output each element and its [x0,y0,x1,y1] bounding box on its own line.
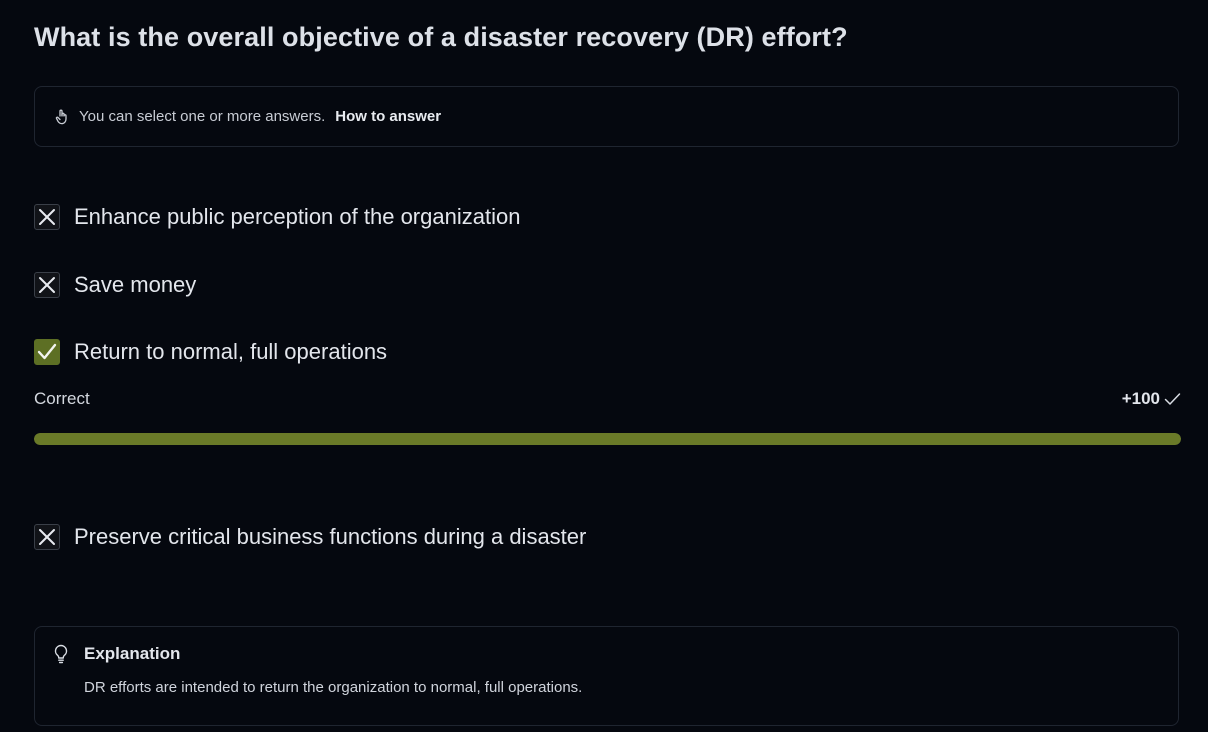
answer-option-4[interactable]: Preserve critical business functions dur… [34,524,586,550]
explanation-panel: Explanation DR efforts are intended to r… [34,626,1179,726]
how-to-answer-link[interactable]: How to answer [335,108,442,125]
answer-option-3[interactable]: Return to normal, full operations [34,339,387,365]
explanation-header: Explanation [53,644,180,664]
hint-box: You can select one or more answers. How … [34,86,1179,147]
score-value: +100 [1121,389,1160,408]
answer-option-label: Save money [74,272,197,297]
explanation-title: Explanation [84,644,181,663]
lightbulb-icon [53,644,71,664]
hint-text: You can select one or more answers. [79,108,326,125]
answer-option-1[interactable]: Enhance public perception of the organiz… [34,204,520,230]
small-checkmark-icon [1164,392,1181,406]
question-title: What is the overall objective of a disas… [34,22,848,52]
answer-option-label: Preserve critical business functions dur… [74,524,587,549]
hand-pointer-icon [55,109,69,125]
x-mark-icon[interactable] [34,204,60,230]
answer-result: Correct +100 [34,389,1181,409]
x-mark-icon[interactable] [34,272,60,298]
checkmark-icon[interactable] [34,339,60,365]
score-display: +100 [1122,389,1181,409]
explanation-text: DR efforts are intended to return the or… [84,679,583,696]
result-label: Correct [34,389,90,408]
result-progress-bar [34,433,1181,445]
x-mark-icon[interactable] [34,524,60,550]
answer-option-label: Enhance public perception of the organiz… [74,204,521,229]
answer-option-2[interactable]: Save money [34,272,196,298]
answer-option-label: Return to normal, full operations [74,339,388,364]
result-progress-fill [34,433,1181,445]
